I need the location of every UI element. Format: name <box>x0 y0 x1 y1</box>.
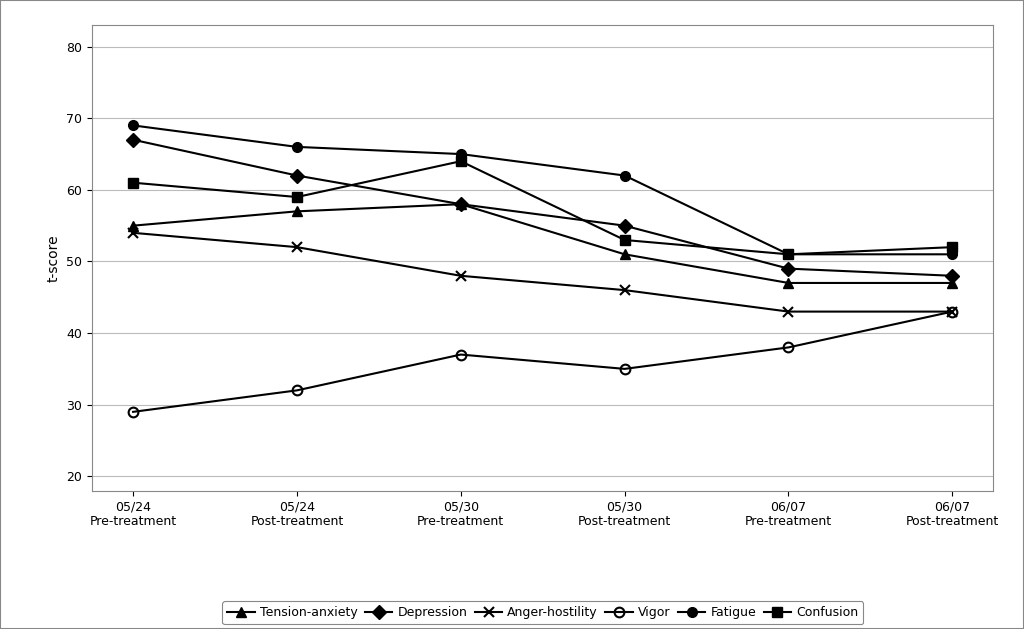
Depression <box>455 201 467 208</box>
Depression <box>946 272 958 279</box>
Line: Depression: Depression <box>128 135 957 281</box>
Legend: Tension-anxiety, Depression, Anger-hostility, Vigor, Fatigue, Confusion: Tension-anxiety, Depression, Anger-hosti… <box>222 601 863 624</box>
Fatigue <box>946 250 958 258</box>
Anger-hostility <box>127 229 139 237</box>
Confusion <box>127 179 139 186</box>
Tension-anxiety <box>618 250 631 258</box>
Line: Confusion: Confusion <box>128 157 957 259</box>
Anger-hostility <box>618 286 631 294</box>
Confusion <box>946 243 958 251</box>
Vigor <box>782 343 795 351</box>
Confusion <box>291 193 303 201</box>
Fatigue <box>291 143 303 151</box>
Vigor <box>618 365 631 372</box>
Vigor <box>455 351 467 359</box>
Fatigue <box>782 250 795 258</box>
Depression <box>782 265 795 272</box>
Anger-hostility <box>782 308 795 315</box>
Vigor <box>946 308 958 315</box>
Anger-hostility <box>946 308 958 315</box>
Depression <box>127 136 139 143</box>
Fatigue <box>127 121 139 129</box>
Tension-anxiety <box>455 201 467 208</box>
Vigor <box>291 387 303 394</box>
Tension-anxiety <box>127 222 139 230</box>
Fatigue <box>618 172 631 179</box>
Line: Anger-hostility: Anger-hostility <box>128 228 957 316</box>
Vigor <box>127 408 139 416</box>
Depression <box>291 172 303 179</box>
Anger-hostility <box>291 243 303 251</box>
Confusion <box>782 250 795 258</box>
Tension-anxiety <box>946 279 958 287</box>
Line: Tension-anxiety: Tension-anxiety <box>128 199 957 288</box>
Line: Vigor: Vigor <box>128 307 957 416</box>
Fatigue <box>455 150 467 158</box>
Tension-anxiety <box>782 279 795 287</box>
Depression <box>618 222 631 230</box>
Y-axis label: t-score: t-score <box>47 234 60 282</box>
Confusion <box>455 157 467 165</box>
Anger-hostility <box>455 272 467 279</box>
Line: Fatigue: Fatigue <box>128 121 957 259</box>
Tension-anxiety <box>291 208 303 215</box>
Confusion <box>618 237 631 244</box>
